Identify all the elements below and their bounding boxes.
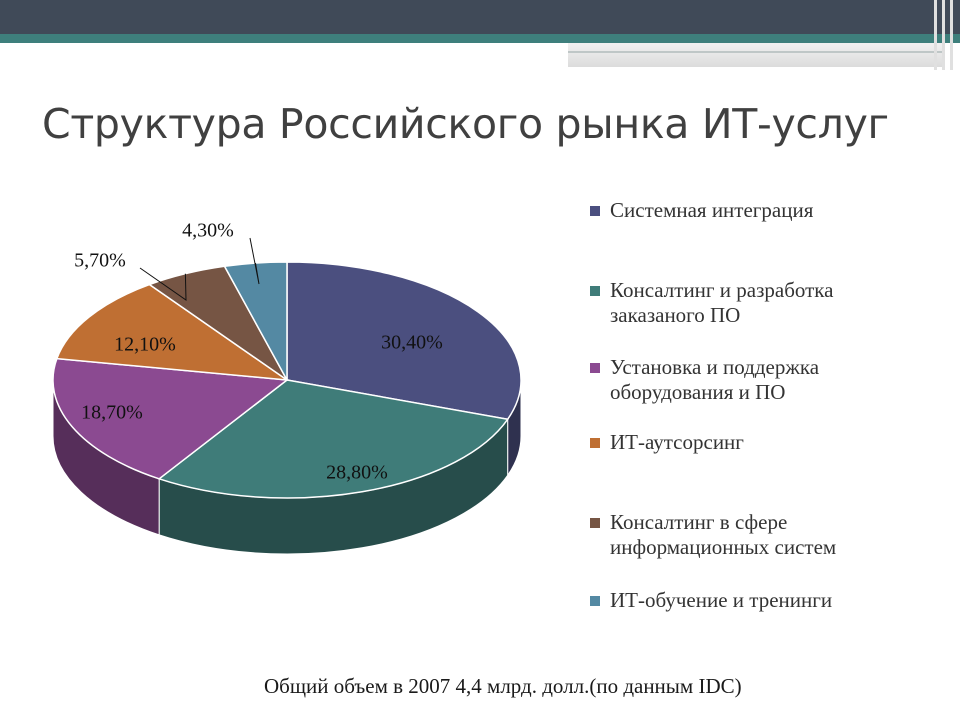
data-label-1: 28,80% [326, 462, 388, 484]
legend-label: Системная интеграция [610, 198, 814, 222]
legend-swatch [590, 206, 600, 216]
header-bar [0, 0, 960, 34]
pie-slice-1 [157, 379, 509, 499]
edge-decoration [928, 0, 960, 70]
legend-label: ИТ-обучение и тренинги [610, 588, 833, 612]
pie-slice-0 [286, 261, 522, 421]
data-label-5: 4,30% [182, 220, 234, 242]
legend-label: Консалтинг и разработка заказаного ПО [610, 278, 834, 327]
pie-slice-2 [52, 357, 289, 480]
legend-swatch [590, 286, 600, 296]
leader-line-5 [249, 237, 260, 285]
legend-label: Консалтинг в сфере информационных систем [610, 510, 837, 559]
data-label-0: 30,40% [381, 332, 443, 354]
legend-label: ИТ-аутсорсинг [610, 430, 744, 454]
data-label-2: 18,70% [81, 402, 143, 424]
header-stripe [0, 34, 960, 43]
header-decoration [568, 43, 943, 67]
legend-swatch [590, 363, 600, 373]
pie-slice-3 [55, 283, 290, 382]
legend-swatch [590, 596, 600, 606]
legend-swatch [590, 438, 600, 448]
footnote: Общий объем в 2007 4,4 млрд. долл.(по да… [264, 674, 742, 698]
slide-title: Структура Российского рынка ИТ-услуг [42, 100, 889, 148]
data-label-3: 12,10% [114, 334, 176, 356]
data-label-4: 5,70% [74, 250, 126, 272]
legend-label: Установка и поддержка оборудования и ПО [610, 355, 820, 404]
legend-swatch [590, 518, 600, 528]
leader-line-4 [139, 267, 187, 301]
